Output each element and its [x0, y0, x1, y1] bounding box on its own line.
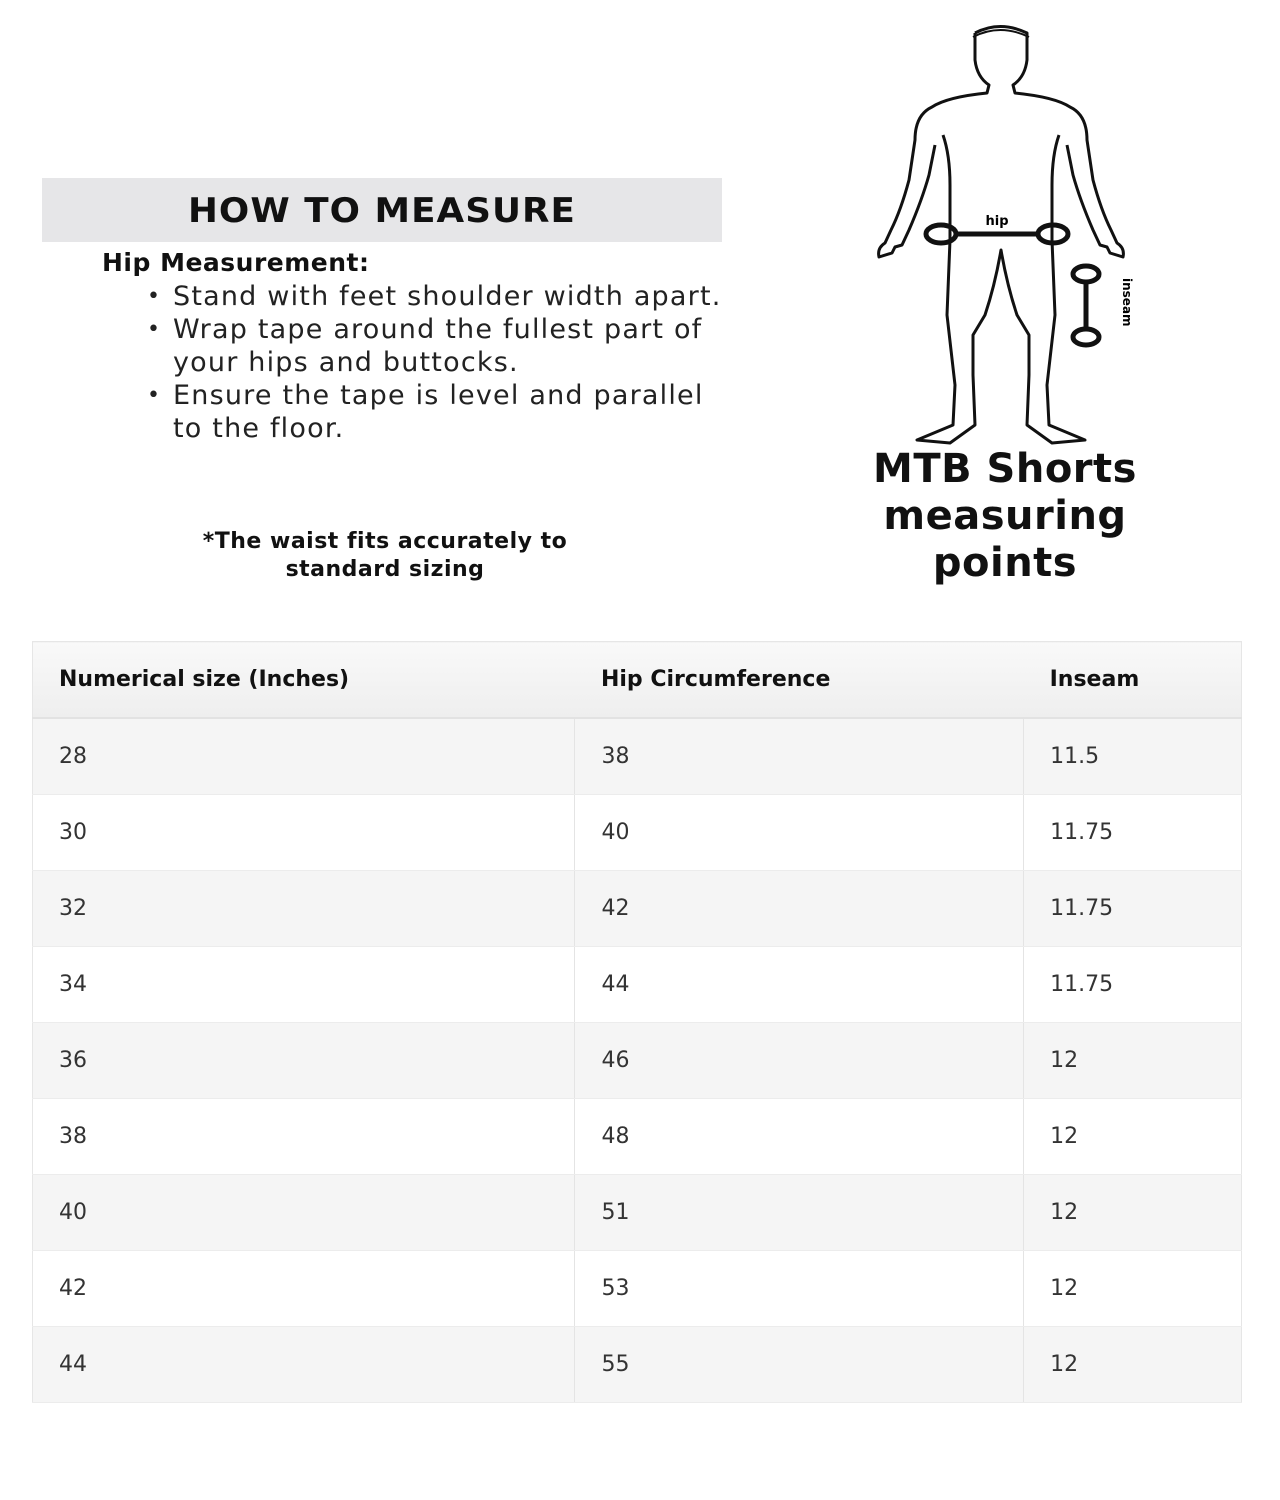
size-cell: 36	[32, 1022, 576, 1099]
table-row: 36 46 12	[32, 1022, 1242, 1099]
size-chart-table: Numerical size (Inches) Hip Circumferenc…	[32, 641, 1242, 1403]
inseam-cell: 11.75	[1023, 870, 1242, 947]
header-inseam: Inseam	[1023, 641, 1242, 719]
size-cell: 32	[32, 870, 576, 947]
hip-measurement-title: Hip Measurement:	[102, 248, 370, 277]
inseam-cell: 12	[1023, 1326, 1242, 1403]
figure-caption: MTB Shorts measuring points	[830, 446, 1180, 587]
how-to-measure-title: HOW TO MEASURE	[187, 191, 576, 231]
table-row: 28 38 11.5	[32, 718, 1242, 795]
inseam-label: inseam	[1120, 278, 1134, 327]
table-row: 40 51 12	[32, 1174, 1242, 1251]
inseam-cell: 11.75	[1023, 794, 1242, 871]
table-row: 34 44 11.75	[32, 946, 1242, 1023]
size-cell: 34	[32, 946, 576, 1023]
hip-cell: 55	[574, 1326, 1025, 1403]
note-line: standard sizing	[285, 557, 485, 582]
instruction-item: Stand with feet shoulder width apart.	[145, 280, 725, 313]
instruction-item: Ensure the tape is level and parallel to…	[145, 379, 725, 445]
hip-cell: 46	[574, 1022, 1025, 1099]
note-line: *The waist fits accurately to	[202, 529, 568, 554]
hip-label: hip	[985, 214, 1008, 229]
size-cell: 42	[32, 1250, 576, 1327]
hip-cell: 38	[574, 718, 1025, 795]
waist-note: *The waist fits accurately to standard s…	[120, 528, 650, 584]
instruction-item: Wrap tape around the fullest part of you…	[145, 313, 725, 379]
instructions-list: Stand with feet shoulder width apart. Wr…	[145, 280, 725, 445]
header-size: Numerical size (Inches)	[32, 641, 575, 719]
hip-cell: 53	[574, 1250, 1025, 1327]
body-measurement-figure: hip inseam	[877, 25, 1134, 445]
hip-cell: 40	[574, 794, 1025, 871]
table-row: 32 42 11.75	[32, 870, 1242, 947]
inseam-cell: 12	[1023, 1174, 1242, 1251]
header-hip: Hip Circumference	[574, 641, 1024, 719]
caption-line: MTB Shorts	[873, 446, 1137, 492]
table-row: 30 40 11.75	[32, 794, 1242, 871]
size-cell: 40	[32, 1174, 576, 1251]
table-row: 42 53 12	[32, 1250, 1242, 1327]
table-row: 44 55 12	[32, 1326, 1242, 1403]
inseam-cell: 11.75	[1023, 946, 1242, 1023]
caption-line: measuring	[883, 493, 1127, 539]
hip-cell: 42	[574, 870, 1025, 947]
table-row: 38 48 12	[32, 1098, 1242, 1175]
hip-cell: 51	[574, 1174, 1025, 1251]
how-to-measure-banner: HOW TO MEASURE	[42, 178, 722, 242]
size-cell: 44	[32, 1326, 576, 1403]
hip-cell: 44	[574, 946, 1025, 1023]
size-cell: 38	[32, 1098, 576, 1175]
table-header-row: Numerical size (Inches) Hip Circumferenc…	[32, 641, 1242, 719]
inseam-cell: 12	[1023, 1022, 1242, 1099]
inseam-cell: 12	[1023, 1098, 1242, 1175]
caption-line: points	[932, 540, 1078, 586]
inseam-cell: 11.5	[1023, 718, 1242, 795]
size-cell: 28	[32, 718, 576, 795]
size-cell: 30	[32, 794, 576, 871]
hip-cell: 48	[574, 1098, 1025, 1175]
inseam-cell: 12	[1023, 1250, 1242, 1327]
